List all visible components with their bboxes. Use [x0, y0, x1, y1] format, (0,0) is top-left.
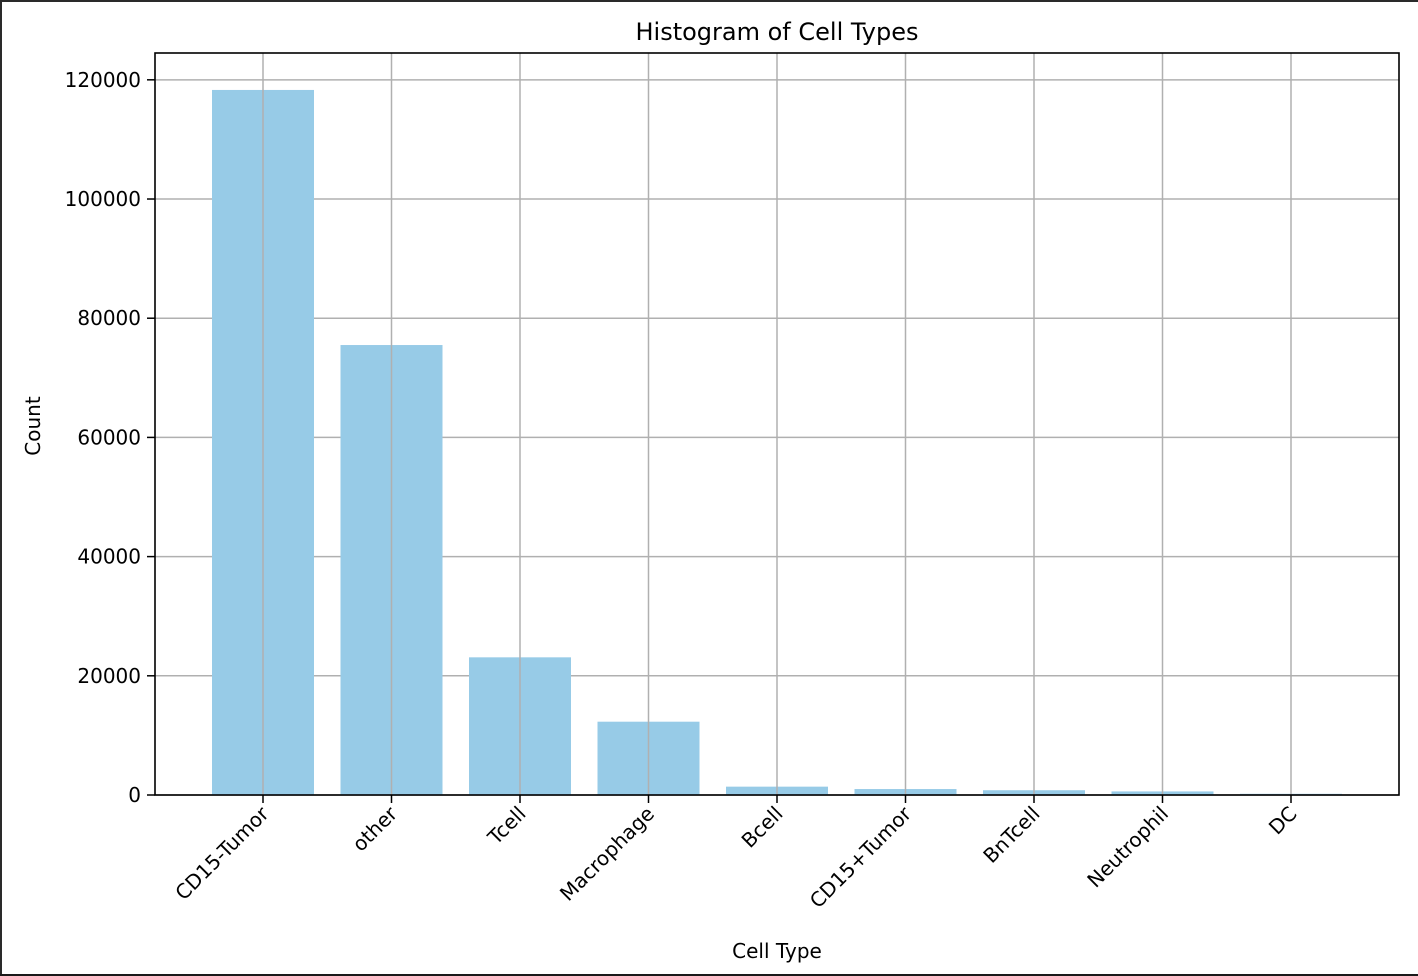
x-tick-label: BnTcell — [978, 802, 1044, 868]
x-tick-label: other — [347, 801, 402, 856]
x-tick-label: CD15-Tumor — [170, 801, 274, 905]
y-tick-label: 20000 — [77, 664, 141, 688]
x-axis-label: Cell Type — [732, 939, 822, 963]
bars — [212, 53, 1342, 796]
y-tick-label: 120000 — [65, 68, 141, 92]
x-tick-label: CD15+Tumor — [805, 801, 917, 913]
x-tick-label: DC — [1264, 802, 1302, 840]
y-tick-label: 0 — [128, 783, 141, 807]
y-axis-label: Count — [21, 396, 45, 456]
y-tick-label: 60000 — [77, 425, 141, 449]
y-tick-label: 80000 — [77, 306, 141, 330]
x-tick-label: Macrophage — [555, 802, 659, 906]
x-tick-label: Neutrophil — [1082, 802, 1173, 893]
y-tick-label: 40000 — [77, 545, 141, 569]
y-tick-label: 100000 — [65, 187, 141, 211]
x-tick-label: Bcell — [737, 802, 788, 853]
chart-title: Histogram of Cell Types — [635, 18, 918, 46]
x-tick-label: Tcell — [482, 802, 530, 850]
